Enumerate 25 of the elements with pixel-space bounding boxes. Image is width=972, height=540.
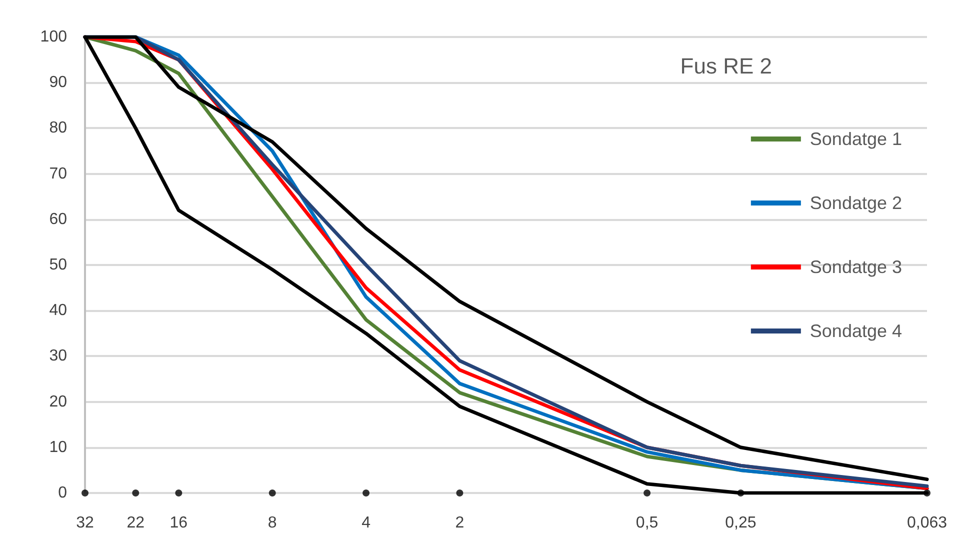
x-tick-label: 2 bbox=[455, 514, 464, 532]
y-tick-label: 30 bbox=[49, 348, 68, 365]
x-tick-label: 0,5 bbox=[636, 514, 658, 532]
text: Fus RE 2 bbox=[680, 54, 772, 78]
x-tick-label: 4 bbox=[362, 514, 371, 532]
y-tick-label: 70 bbox=[49, 165, 68, 182]
y-tick-label: 60 bbox=[49, 210, 68, 228]
x-tick-label: 0,25 bbox=[725, 514, 756, 532]
y-tick-label: 80 bbox=[49, 120, 68, 137]
x-tick-label: 32 bbox=[76, 514, 94, 532]
y-tick-label: 100 bbox=[40, 28, 68, 46]
legend-label: Sondatge 1 bbox=[810, 129, 902, 149]
y-tick-label: 0 bbox=[58, 484, 68, 502]
x-tick-label: 0,063 bbox=[906, 514, 948, 532]
x-tick-label: 22 bbox=[126, 514, 145, 532]
legend-label: Sondatge 4 bbox=[810, 321, 902, 341]
x-tick-label: 16 bbox=[170, 514, 188, 532]
legend-label: Sondatge 3 bbox=[810, 257, 902, 277]
y-tick-label: 50 bbox=[49, 256, 68, 274]
y-tick-label: 90 bbox=[49, 74, 68, 92]
legend-label: Sondatge 2 bbox=[810, 193, 902, 213]
y-tick-label: 20 bbox=[49, 393, 68, 410]
x-tick-label: 8 bbox=[268, 514, 277, 532]
y-tick-label: 40 bbox=[49, 302, 68, 320]
y-tick-label: 10 bbox=[49, 438, 68, 456]
